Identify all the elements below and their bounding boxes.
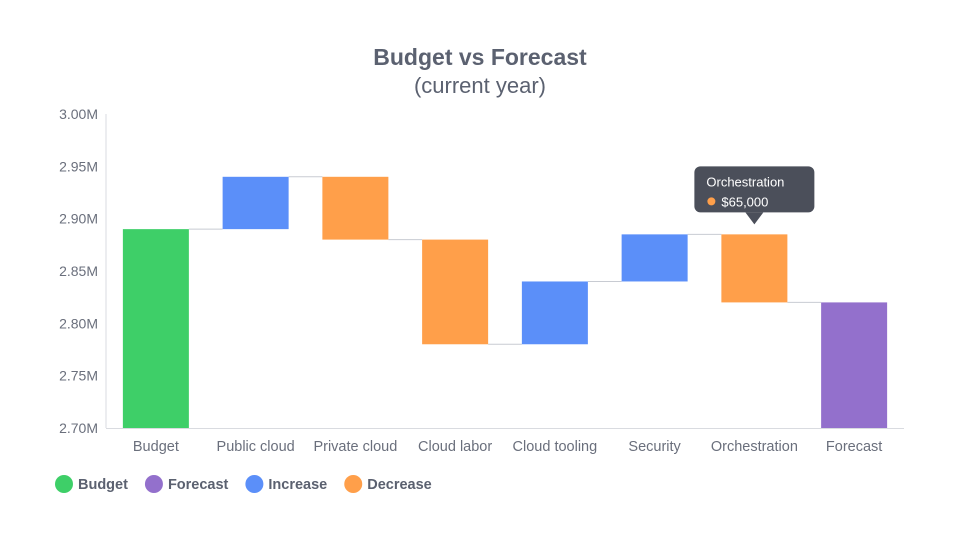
tooltip: Orchestration $65,000 [694,166,815,225]
x-tick-label: Budget [133,439,179,455]
legend-label-budget[interactable]: Budget [78,477,128,493]
x-tick-label: Private cloud [313,439,397,455]
bar-private-cloud[interactable] [322,176,389,240]
y-tick-label: 2.85M [59,263,98,279]
legend-marker-forecast [144,475,163,493]
legend-label-increase[interactable]: Increase [268,477,327,493]
y-tick-label: 2.95M [59,158,98,174]
x-tick-label: Orchestration [711,439,798,455]
legend-marker-increase [245,475,264,493]
y-tick-label: 3.00M [59,106,98,122]
legend-label-decrease[interactable]: Decrease [367,477,432,493]
tooltip-title: Orchestration [706,174,784,189]
y-tick-label: 2.75M [59,368,98,384]
bar-public-cloud[interactable] [222,176,289,230]
tooltip-pointer [745,212,764,225]
tooltip-marker [707,197,716,206]
y-tick-label: 2.70M [59,420,98,436]
x-axis: Budget Public cloud Private cloud Cloud lab… [106,428,904,455]
connector-lines [188,176,822,345]
bar-budget[interactable] [122,229,189,428]
bar-cloud-tooling[interactable] [521,281,588,345]
legend: Budget Forecast Increase Decrease [55,475,432,493]
x-tick-label: Cloud labor [418,439,492,455]
bar-forecast[interactable] [821,302,888,428]
tooltip-value: $65,000 [721,194,768,209]
legend-marker-decrease [344,475,363,493]
y-axis: 2.70M 2.75M 2.80M 2.85M 2.90M 2.95M 3.00M [59,106,107,436]
legend-marker-budget [55,475,73,493]
chart-subtitle: (current year) [414,73,546,98]
bar-cloud-labor[interactable] [422,239,489,345]
y-tick-label: 2.80M [59,315,98,331]
legend-label-forecast[interactable]: Forecast [168,477,229,493]
bar-series [122,176,888,428]
bar-orchestration[interactable] [721,234,788,303]
x-tick-label: Public cloud [217,439,295,455]
bar-security[interactable] [621,234,688,282]
x-tick-label: Security [628,439,681,455]
chart-title: Budget vs Forecast [373,44,587,70]
y-tick-label: 2.90M [59,211,98,227]
tooltip-box [694,166,815,213]
x-tick-label: Forecast [826,439,882,455]
x-tick-label: Cloud tooling [513,439,598,455]
